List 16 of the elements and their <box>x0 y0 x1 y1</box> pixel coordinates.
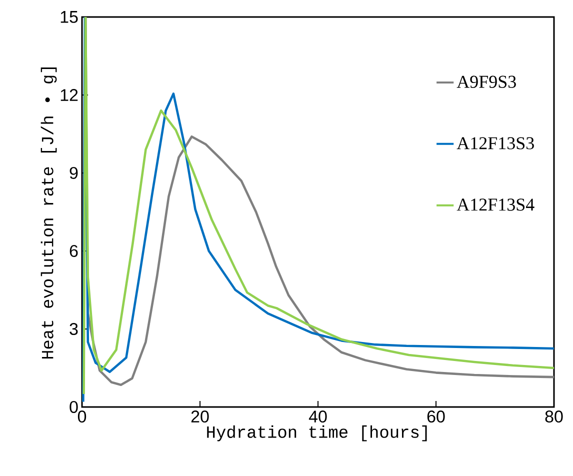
y-tick-label: 0 <box>70 400 78 414</box>
y-tick-label: 12 <box>60 89 78 101</box>
x-axis-title: Hydration time [hours] <box>207 425 427 442</box>
x-tick-label: 0 <box>78 410 86 423</box>
x-tick-label: 20 <box>191 410 209 423</box>
legend-label: A12F13S4 <box>456 198 534 211</box>
x-tick-label: 60 <box>427 410 445 423</box>
y-axis-title: Heat evolution rate [J/h • g] <box>40 68 57 359</box>
x-tick-label: 80 <box>545 410 563 423</box>
x-tick-label: 40 <box>308 410 327 423</box>
y-tick-label: 6 <box>70 244 78 258</box>
y-tick-label: 3 <box>70 322 78 336</box>
y-tick-label: 9 <box>70 166 78 180</box>
legend-label: A9F9S3 <box>456 76 516 88</box>
legend-label: A12F13S3 <box>456 137 534 150</box>
y-tick-label: 15 <box>60 11 78 23</box>
